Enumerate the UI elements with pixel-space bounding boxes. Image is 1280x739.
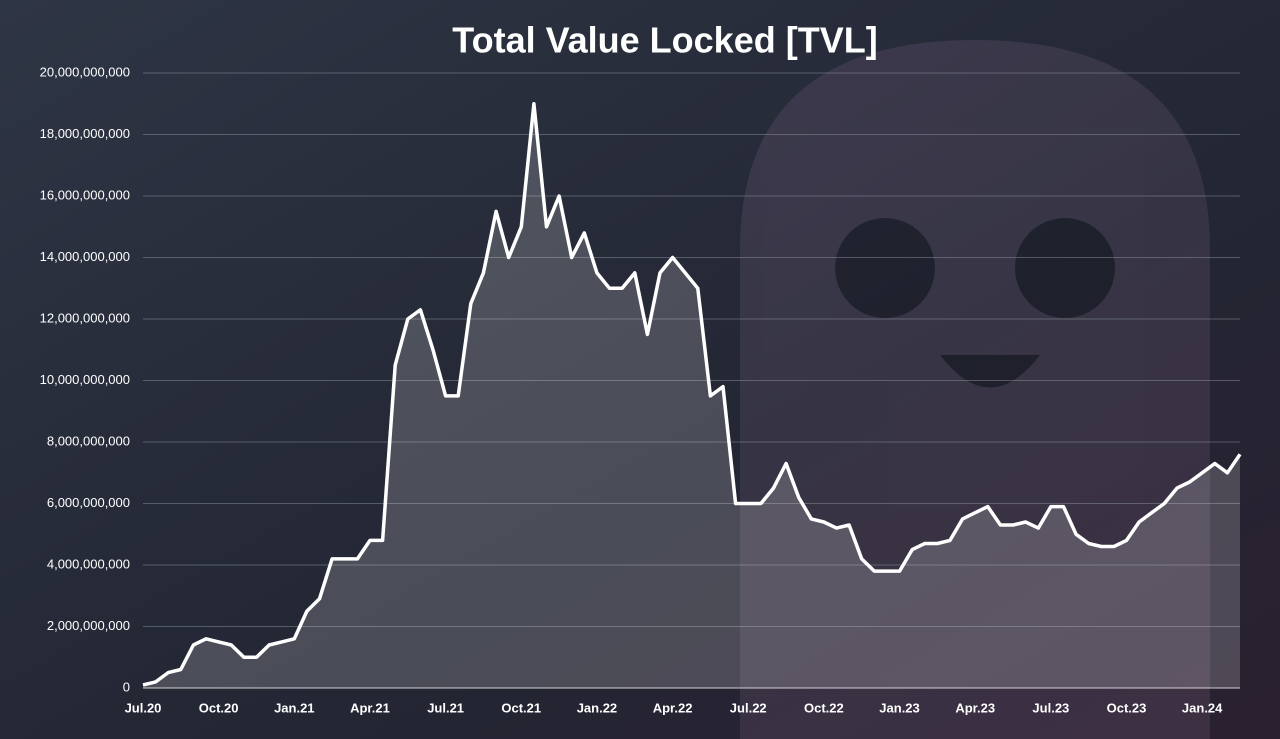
y-tick-label: 12,000,000,000 <box>40 310 130 325</box>
y-tick-label: 0 <box>123 679 130 694</box>
y-tick-label: 8,000,000,000 <box>47 433 130 448</box>
area-fill <box>143 103 1240 689</box>
x-tick-label: Jan.23 <box>879 700 919 715</box>
chart-title: Total Value Locked [TVL] <box>452 20 877 61</box>
y-tick-label: 20,000,000,000 <box>40 64 130 79</box>
x-tick-label: Jul.21 <box>427 700 464 715</box>
x-tick-label: Oct.20 <box>199 700 239 715</box>
line <box>142 102 1242 687</box>
x-tick-label: Oct.21 <box>501 700 541 715</box>
y-tick-label: 18,000,000,000 <box>40 126 130 141</box>
y-tick-label: 2,000,000,000 <box>47 618 130 633</box>
x-tick-label: Jul.22 <box>730 700 767 715</box>
x-tick-label: Jan.21 <box>274 700 314 715</box>
y-tick-label: 6,000,000,000 <box>47 495 130 510</box>
y-tick-label: 4,000,000,000 <box>47 556 130 571</box>
x-tick-label: Apr.22 <box>653 700 693 715</box>
x-tick-label: Apr.23 <box>955 700 995 715</box>
x-tick-label: Oct.23 <box>1107 700 1147 715</box>
y-tick-label: 10,000,000,000 <box>40 372 130 387</box>
x-tick-label: Oct.22 <box>804 700 844 715</box>
x-tick-label: Apr.21 <box>350 700 390 715</box>
ghost-watermark <box>740 40 1210 739</box>
y-tick-label: 14,000,000,000 <box>40 249 130 264</box>
x-tick-label: Jul.23 <box>1032 700 1069 715</box>
x-tick-label: Jan.22 <box>577 700 617 715</box>
y-tick-label: 16,000,000,000 <box>40 187 130 202</box>
x-tick-label: Jan.24 <box>1182 700 1223 715</box>
x-tick-label: Jul.20 <box>125 700 162 715</box>
